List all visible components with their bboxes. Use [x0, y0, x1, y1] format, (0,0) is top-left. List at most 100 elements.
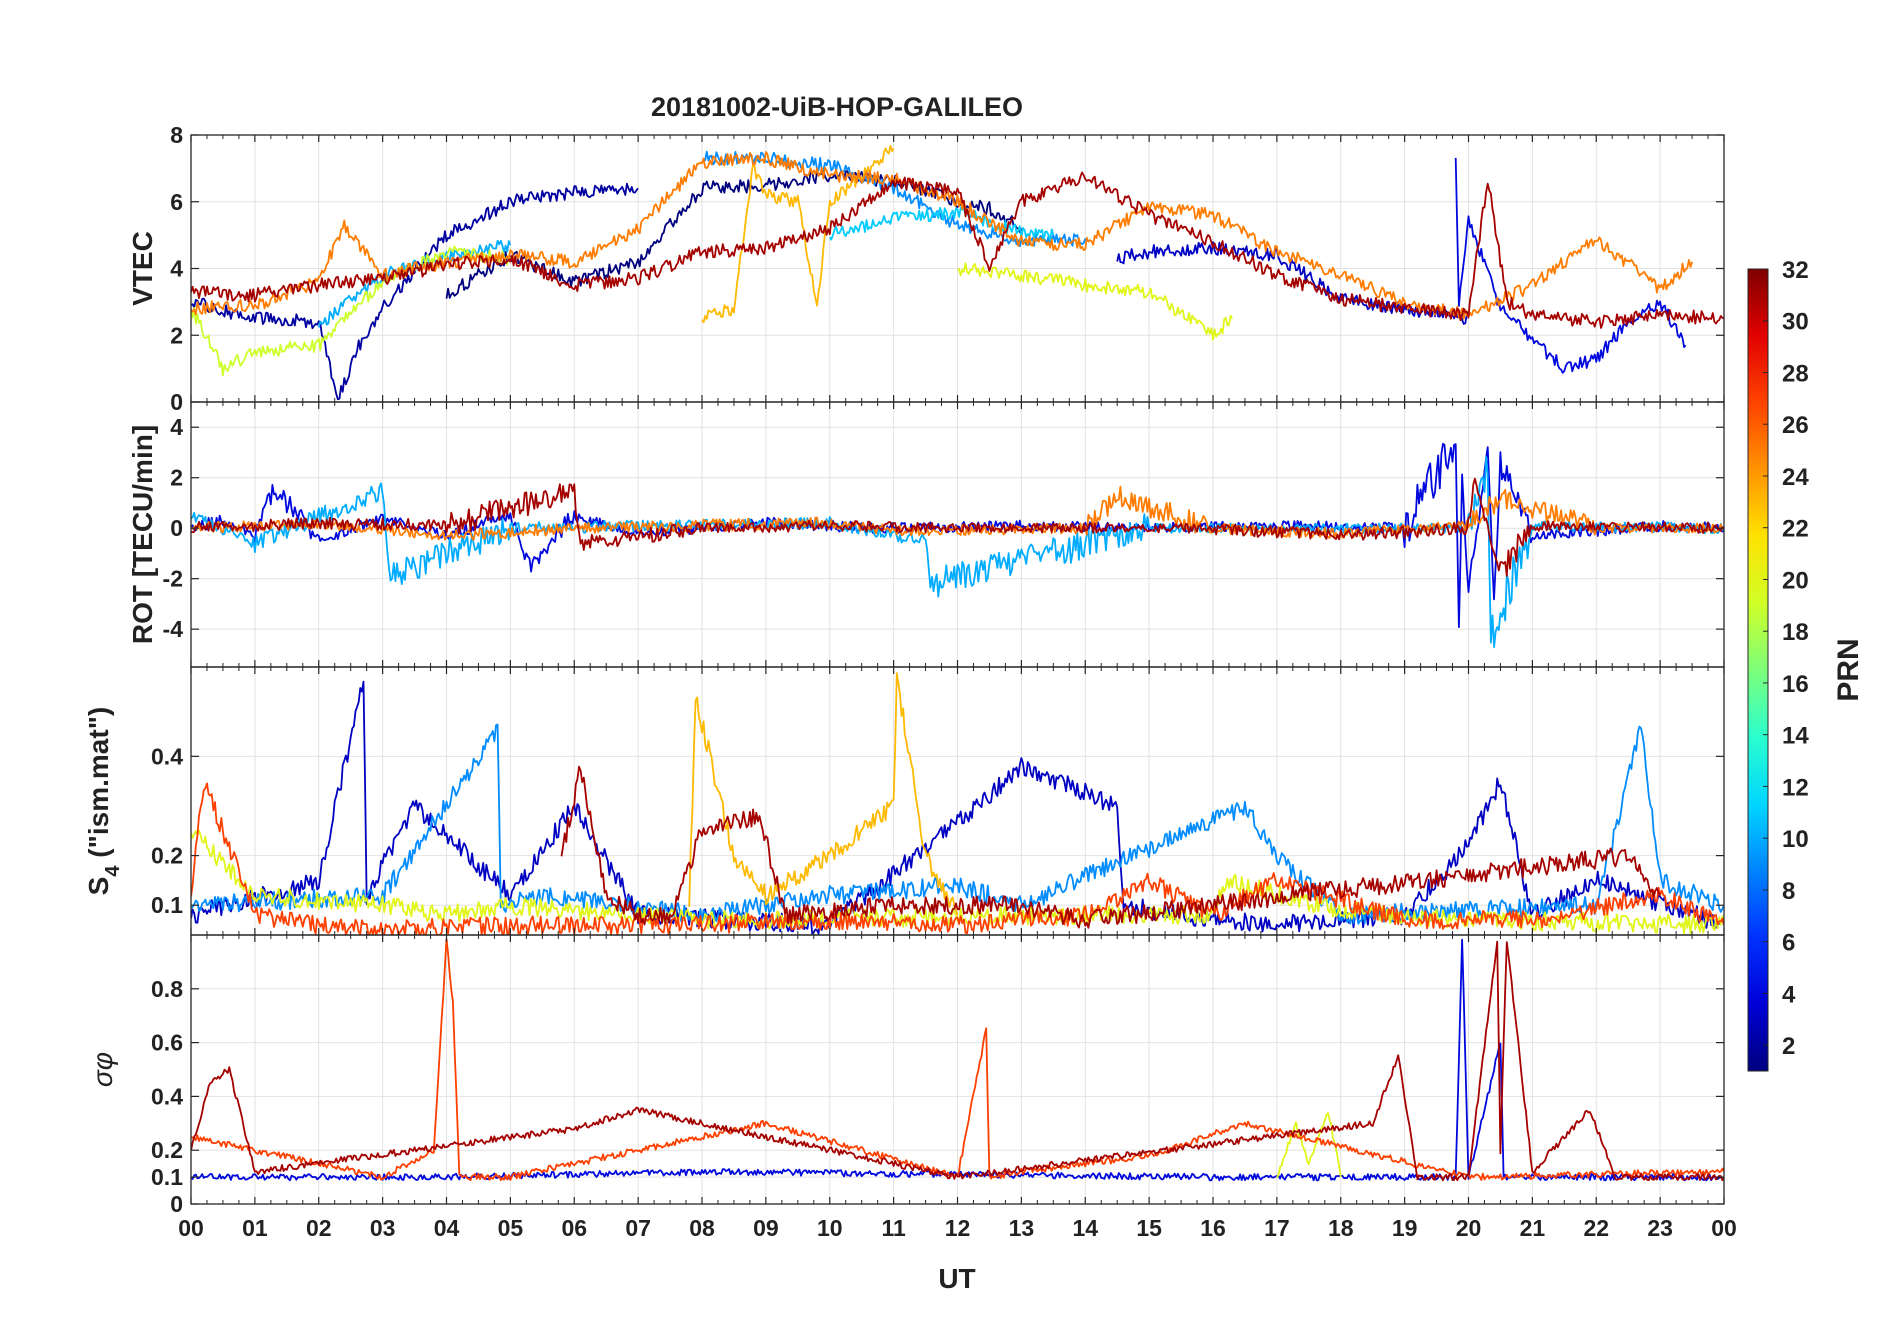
- colorbar-tick-label: 18: [1782, 619, 1809, 646]
- colorbar-tick-label: 6: [1782, 930, 1795, 957]
- colorbar-tick-label: 32: [1782, 257, 1809, 284]
- y-tick-label: 0: [170, 515, 183, 541]
- series-line-prn-31: [191, 171, 1724, 329]
- y-tick-label: 0.4: [151, 743, 183, 769]
- y-tick-label: 0.1: [151, 892, 183, 918]
- x-tick-label: 23: [1647, 1215, 1673, 1241]
- panel-4: 00.10.2 0.4 0.6 0.8 σφ: [87, 934, 1725, 1217]
- colorbar-tick-label: 22: [1782, 516, 1809, 543]
- x-tick-label: 17: [1264, 1215, 1290, 1241]
- y-tick-label: 4: [170, 256, 183, 282]
- series-line-prn-3: [1116, 241, 1470, 325]
- chart-title: 20181002-UiB-HOP-GALILEO: [651, 92, 1023, 122]
- series-line-prn-10: [191, 456, 1724, 648]
- colorbar-tick-label: 28: [1782, 360, 1809, 387]
- x-tick-label: 14: [1072, 1215, 1098, 1241]
- x-tick-label: 01: [242, 1215, 268, 1241]
- panel-3: 0.1 0.2 0.4 S4 ("ism.mat"): [83, 666, 1725, 936]
- series-line-prn-20: [1276, 1112, 1342, 1179]
- x-tick-label: 20: [1456, 1215, 1482, 1241]
- x-tick-label: 00: [178, 1215, 204, 1241]
- colorbar-tick-label: 26: [1782, 412, 1809, 439]
- series-line-prn-4: [1454, 157, 1687, 374]
- colorbar-tick-label: 16: [1782, 671, 1809, 698]
- panel-1: 0 2 4 6 8 VTEC: [127, 122, 1725, 415]
- y-axis-label-panel-1: VTEC: [127, 231, 158, 306]
- colorbar-tick-label: 2: [1782, 1033, 1795, 1060]
- colorbar-tick-label: 14: [1782, 723, 1809, 750]
- y-tick-label: 8: [170, 122, 183, 148]
- y-tick-label: 6: [170, 189, 183, 215]
- y-tick-label: 2: [170, 465, 183, 491]
- series-line-prn-31: [191, 477, 1724, 577]
- series-line-prn-25: [191, 485, 1724, 541]
- colorbar-gradient: [1747, 268, 1769, 1072]
- panel-2-traces: [191, 442, 1724, 648]
- y-tick-label: 4: [170, 414, 183, 440]
- x-tick-label: 05: [498, 1215, 524, 1241]
- panel-2: -4 -2 0 2 4 ROT [TECU/min]: [127, 401, 1725, 668]
- x-tick-label: 09: [753, 1215, 779, 1241]
- series-line-prn-19: [191, 245, 512, 377]
- y-tick-label: 0.4: [151, 1083, 183, 1109]
- x-axis-label: UT: [938, 1263, 975, 1294]
- panel-1-traces: [191, 144, 1724, 401]
- x-tick-label: 10: [817, 1215, 843, 1241]
- colorbar-tick-label: 12: [1782, 774, 1809, 801]
- x-tick-label: 07: [625, 1215, 651, 1241]
- x-tick-label: 03: [370, 1215, 396, 1241]
- x-tick-label: 15: [1136, 1215, 1162, 1241]
- panel-3-traces: [191, 672, 1724, 935]
- y-tick-label: 0.2: [151, 843, 183, 869]
- y-tick-label: 0.6: [151, 1030, 183, 1056]
- y-tick-label: -4: [163, 616, 184, 642]
- series-line-prn-31: [560, 765, 1661, 929]
- x-tick-label: 16: [1200, 1215, 1226, 1241]
- series-line-prn-23: [688, 672, 959, 916]
- x-tick-label: 00: [1711, 1215, 1737, 1241]
- colorbar-tick-label: 8: [1782, 878, 1795, 905]
- x-tick-label: 21: [1520, 1215, 1546, 1241]
- colorbar-tick-label: 30: [1782, 309, 1809, 336]
- x-tick-label: 04: [434, 1215, 460, 1241]
- y-tick-label: 0: [170, 389, 183, 415]
- x-axis: 00 01 02 03 04 05 06 07 08 09 10 11 12 13 14 15 16 17 18 19…: [178, 1215, 1737, 1241]
- series-line-prn-9: [191, 723, 1724, 925]
- colorbar-tick-label: 4: [1782, 981, 1796, 1008]
- x-tick-label: 11: [881, 1215, 906, 1241]
- colorbar-tick-label: 10: [1782, 826, 1809, 853]
- y-tick-label: 0: [170, 1191, 183, 1217]
- series-line-prn-20: [957, 262, 1233, 341]
- y-axis-label-rest: ("ism.mat"): [83, 707, 114, 866]
- series-line-prn-25: [191, 151, 1693, 320]
- x-tick-label: 06: [561, 1215, 587, 1241]
- y-axis-label-sigma-phi: σφ: [87, 1052, 118, 1087]
- y-tick-label: -2: [163, 566, 183, 592]
- y-axis-label-subscript: 4: [102, 865, 124, 877]
- y-axis-label-panel-2: ROT [TECU/min]: [127, 425, 158, 644]
- series-line-prn-31: [191, 940, 1724, 1182]
- y-tick-label: 0.8: [151, 976, 183, 1002]
- y-axis-label-s4: S4 ("ism.mat"): [83, 707, 124, 896]
- series-line-prn-23: [701, 144, 895, 324]
- series-line-prn-1: [445, 170, 1023, 299]
- series-line-prn-11: [829, 206, 1055, 242]
- panels: 0 2 4 6 8 VTEC -4 -2 0 2 4 ROT [TECU/min] 0.1 0.2 0.4 S…: [83, 122, 1725, 1217]
- y-tick-label: 2: [170, 322, 183, 348]
- x-tick-label: 13: [1009, 1215, 1035, 1241]
- x-tick-label: 19: [1392, 1215, 1418, 1241]
- series-line-prn-27: [191, 782, 1724, 935]
- colorbar-tick-label: 24: [1782, 464, 1809, 491]
- y-tick-label: 0.2: [151, 1137, 183, 1163]
- colorbar-tick-label: 20: [1782, 567, 1809, 594]
- series-line-prn-3: [191, 680, 1724, 935]
- x-tick-label: 08: [689, 1215, 715, 1241]
- colorbar-label: PRN: [1832, 638, 1865, 701]
- x-tick-label: 12: [945, 1215, 971, 1241]
- x-tick-label: 22: [1583, 1215, 1609, 1241]
- series-line-prn-2: [191, 182, 639, 401]
- y-axis-label-main: S: [83, 877, 114, 896]
